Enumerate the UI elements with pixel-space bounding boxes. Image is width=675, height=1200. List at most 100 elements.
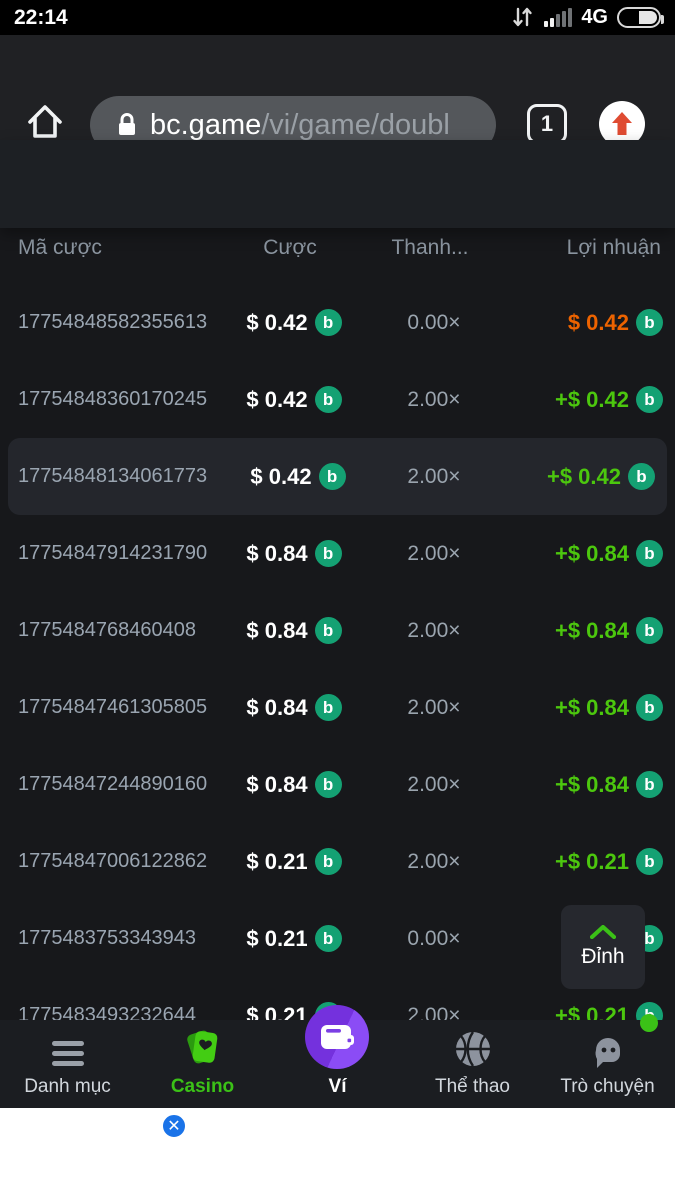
url-host: bc.game (150, 108, 262, 141)
url-path: /vi/game/doubl (261, 108, 450, 141)
column-header-bet: Cược (263, 236, 317, 259)
profit-amount-value: +$ 0.84 (554, 540, 629, 566)
payout-multiplier: 2.00× (407, 464, 461, 488)
bet-id: 1775484768460408 (18, 619, 196, 641)
payout-multiplier: 0.00× (407, 926, 461, 950)
table-row[interactable]: 17754848582355613 $ 0.42 b 0.00× $ 0.42 … (0, 284, 675, 361)
bet-amount: $ 0.21 b (232, 848, 356, 875)
nav-label-menu: Danh mục (24, 1076, 111, 1097)
coin-icon: b (636, 540, 663, 567)
column-header-payout: Thanh... (391, 236, 469, 259)
bet-amount: $ 0.84 b (232, 617, 356, 644)
table-row[interactable]: 17754848134061773 $ 0.42 b 2.00× +$ 0.42… (8, 438, 667, 515)
nav-item-sports[interactable]: Thể thao (405, 1020, 540, 1108)
network-type: 4G (581, 6, 608, 28)
back-to-top-button[interactable]: Đỉnh (561, 905, 645, 989)
chat-notification-dot (640, 1014, 658, 1032)
chat-icon (595, 1038, 620, 1068)
lock-icon (119, 113, 135, 135)
bet-table-rows: 17754848582355613 $ 0.42 b 0.00× $ 0.42 … (0, 284, 675, 1020)
coin-icon: b (628, 463, 655, 490)
profit-amount: +$ 0.84 b (504, 771, 675, 798)
wallet-button[interactable] (305, 1005, 369, 1069)
bet-id: 1775483493232644 (18, 1004, 196, 1020)
nav-item-wallet[interactable]: Ví (270, 1020, 405, 1108)
profit-amount: +$ 0.42 b (504, 463, 667, 490)
table-row[interactable]: 17754847006122862 $ 0.21 b 2.00× +$ 0.21… (0, 823, 675, 900)
bet-amount: $ 0.84 b (232, 694, 356, 721)
bet-amount-value: $ 0.42 (246, 386, 308, 412)
status-bar: 22:14 4G (0, 0, 675, 35)
nav-item-menu[interactable]: Danh mục (0, 1020, 135, 1108)
bet-amount-value: $ 0.21 (246, 848, 308, 874)
url-bar[interactable]: bc.game/vi/game/doubl (90, 96, 496, 154)
bet-amount-value: $ 0.42 (250, 463, 312, 489)
table-row[interactable]: 17754847461305805 $ 0.84 b 2.00× +$ 0.84… (0, 669, 675, 746)
bottom-navigation: Danh mục Casino Ví Thể thao (0, 1014, 675, 1108)
coin-icon: b (314, 771, 342, 798)
payout-multiplier: 2.00× (407, 618, 461, 642)
profit-amount: +$ 0.84 b (504, 617, 675, 644)
table-row[interactable]: 17754848360170245 $ 0.42 b 2.00× +$ 0.42… (0, 361, 675, 438)
profit-amount-value: +$ 0.42 (554, 386, 629, 412)
profit-amount-value: +$ 0.84 (554, 694, 629, 720)
coin-icon: b (636, 848, 663, 875)
coin-icon: b (314, 694, 342, 721)
payout-multiplier: 2.00× (407, 1003, 461, 1021)
signal-icon (544, 8, 573, 27)
bet-amount-value: $ 0.84 (246, 540, 308, 566)
coin-icon: b (636, 309, 663, 336)
bet-amount: $ 0.84 b (232, 771, 356, 798)
bet-amount: $ 0.42 b (232, 386, 356, 413)
profit-amount-value: +$ 0.21 (554, 1002, 629, 1021)
upload-arrow-icon (612, 112, 632, 135)
close-icon: ✕ (167, 1118, 181, 1135)
coin-icon: b (636, 617, 663, 644)
profit-amount: +$ 0.42 b (504, 386, 675, 413)
bet-amount-value: $ 0.84 (246, 694, 308, 720)
bet-table-header: Mã cược Cược Thanh... Lợi nhuận (0, 228, 675, 268)
wallet-icon (321, 1025, 354, 1049)
browser-update-button[interactable] (599, 101, 645, 147)
bet-id: 17754848134061773 (18, 465, 208, 487)
coin-icon: b (314, 925, 342, 952)
nav-item-chat[interactable]: Trò chuyện (540, 1014, 675, 1108)
profit-amount: $ 0.42 b (504, 309, 675, 336)
menu-icon (51, 1041, 84, 1066)
bet-id: 17754848360170245 (18, 388, 208, 410)
payout-multiplier: 2.00× (407, 695, 461, 719)
bet-amount-value: $ 0.42 (246, 309, 308, 335)
bet-amount: $ 0.42 b (240, 463, 356, 490)
bet-amount-value: $ 0.21 (246, 1002, 308, 1021)
table-row[interactable]: 17754847914231790 $ 0.84 b 2.00× +$ 0.84… (0, 515, 675, 592)
payout-multiplier: 2.00× (407, 849, 461, 873)
payout-multiplier: 2.00× (407, 541, 461, 565)
table-row[interactable]: 17754847244890160 $ 0.84 b 2.00× +$ 0.84… (0, 746, 675, 823)
profit-amount-value: +$ 0.21 (554, 848, 629, 874)
casino-cards-icon (186, 1030, 217, 1064)
column-header-bet-id: Mã cược (18, 236, 102, 259)
profit-amount-value: +$ 0.84 (554, 617, 629, 643)
table-row[interactable]: 1775484768460408 $ 0.84 b 2.00× +$ 0.84 … (0, 592, 675, 669)
bet-amount-value: $ 0.21 (246, 925, 308, 951)
tab-count: 1 (540, 111, 554, 136)
nav-item-casino[interactable]: Casino (135, 1020, 270, 1108)
nav-label-wallet: Ví (328, 1076, 347, 1097)
close-tab-button[interactable]: ✕ (160, 1112, 188, 1140)
coin-icon: b (636, 771, 663, 798)
coin-icon: b (318, 463, 346, 490)
battery-icon (617, 7, 664, 28)
payout-multiplier: 2.00× (407, 387, 461, 411)
data-transfer-icon (513, 7, 533, 26)
coin-icon: b (314, 309, 342, 336)
profit-amount: +$ 0.84 b (504, 540, 675, 567)
coin-icon: b (636, 386, 663, 413)
payout-multiplier: 0.00× (407, 310, 461, 334)
profit-amount: +$ 0.84 b (504, 694, 675, 721)
coin-icon: b (314, 540, 342, 567)
nav-label-chat: Trò chuyện (560, 1076, 655, 1097)
bet-id: 1775483753343943 (18, 927, 196, 949)
bet-id: 17754847461305805 (18, 696, 208, 718)
home-button[interactable] (22, 99, 68, 150)
tab-count-button[interactable]: 1 (527, 104, 567, 144)
